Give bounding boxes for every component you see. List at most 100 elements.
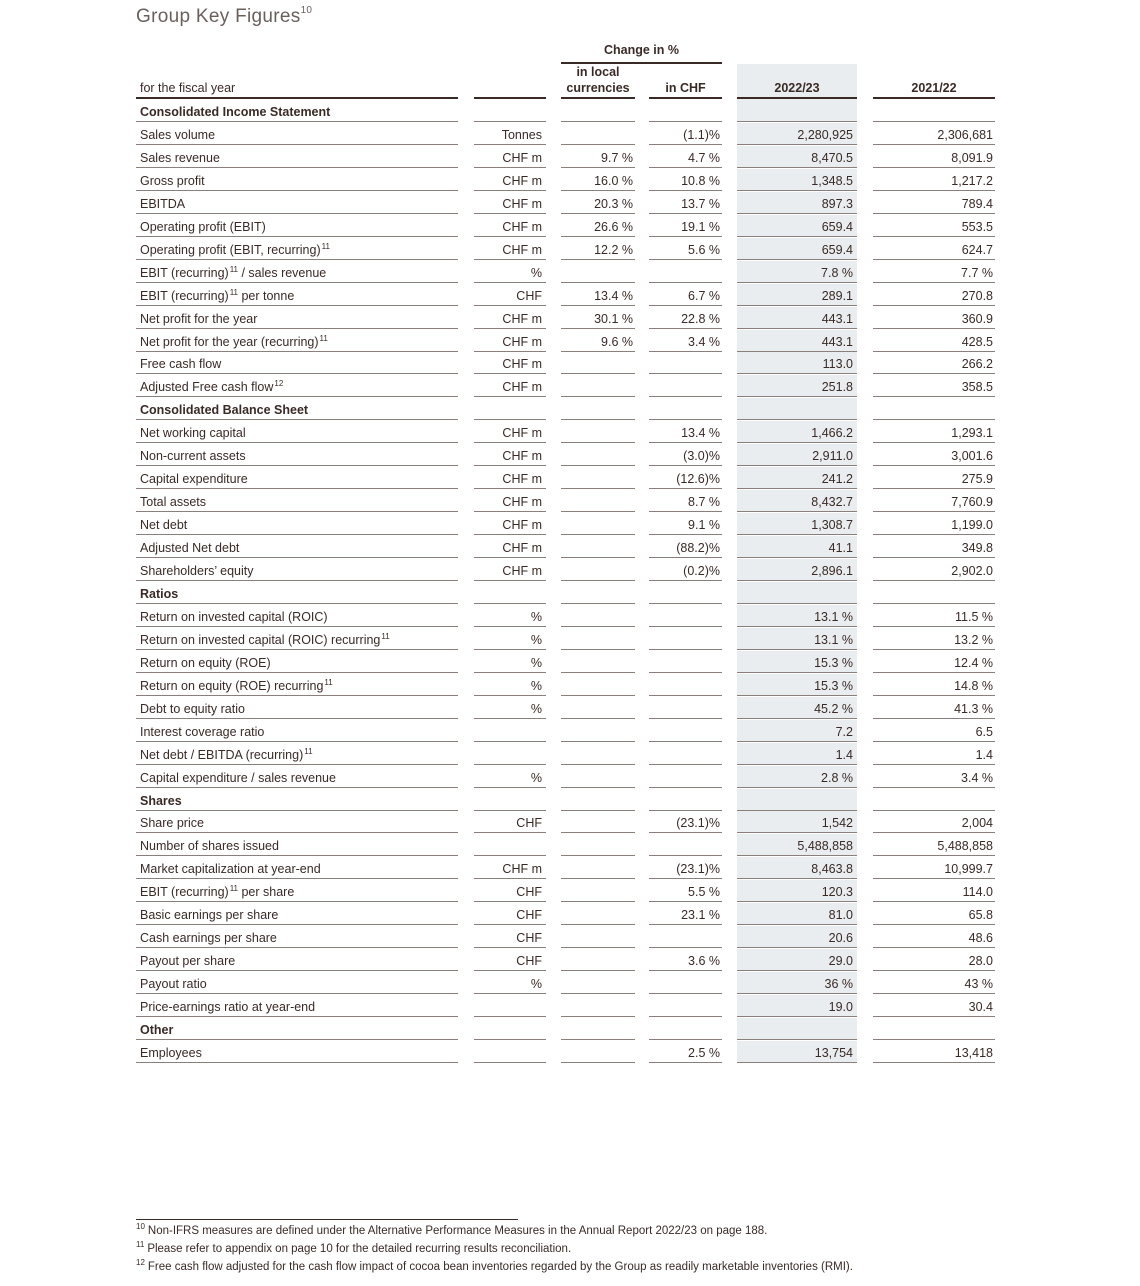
table-row: Total assets CHF m 8.7 % 8,432.7 7,760.9 — [0, 490, 1140, 513]
header-rule-chf — [649, 97, 722, 99]
year-2022-23-cell — [737, 788, 857, 811]
local-currency-header-line1: in local — [576, 65, 620, 79]
row-label: Net working capital — [136, 421, 458, 444]
table-row: Share price CHF (23.1)% 1,542 2,004 — [0, 811, 1140, 834]
row-label: Net profit for the year — [136, 307, 458, 329]
table-row: Shareholders’ equity CHF m (0.2)% 2,896.1 2,… — [0, 559, 1140, 582]
row-label: Sales revenue — [136, 146, 458, 168]
local-change-cell — [561, 123, 635, 145]
year-2022-23-cell: 81.0 — [737, 903, 857, 926]
local-change-cell — [561, 513, 635, 536]
year-2022-23-cell: 20.6 — [737, 926, 857, 949]
row-label-text: Market capitalization at year-end — [140, 862, 321, 877]
year-2022-23-cell: 13.1 % — [737, 604, 857, 627]
year-2021-22-cell — [873, 1018, 995, 1040]
row-label-text: Total assets — [140, 495, 207, 510]
row-label: Number of shares issued — [136, 834, 458, 857]
row-label-text: Adjusted Free cash flow — [140, 380, 274, 395]
local-change-cell — [561, 582, 635, 604]
row-label-text: Net debt / EBITDA (recurring) — [140, 747, 304, 762]
row-label: Debt to equity ratio — [136, 697, 458, 719]
year-2022-23-cell: 15.3 % — [737, 673, 857, 696]
row-label-text: Sales revenue — [140, 150, 220, 165]
table-row: EBIT (recurring)11 / sales revenue% 7.8 %… — [0, 260, 1140, 284]
year-2022-23-cell: 289.1 — [737, 283, 857, 306]
local-change-cell: 20.3 % — [561, 192, 635, 214]
chf-change-cell: (3.0)% — [649, 444, 722, 467]
unit-cell: CHF — [474, 949, 546, 972]
row-label-text: Net profit for the year (recurring) — [140, 334, 319, 349]
table-row: Return on invested capital (ROIC)% 13.1 %… — [0, 604, 1140, 628]
row-label-text: EBIT (recurring) — [140, 288, 229, 303]
table-row: Number of shares issued 5,488,858 5,488,85… — [0, 834, 1140, 857]
year-2022-23-cell: 1.4 — [737, 742, 857, 765]
local-change-cell — [561, 651, 635, 673]
row-label: Non-current assets — [136, 444, 458, 467]
year-2021-22-cell: 14.8 % — [873, 674, 995, 696]
row-label: Operating profit (EBIT, recurring)11 — [136, 238, 458, 260]
header-rule-local — [561, 97, 635, 99]
row-label-text: Free cash flow — [140, 357, 222, 372]
table-row: Capital expenditure / sales revenue% 2.8 … — [0, 765, 1140, 789]
unit-cell: CHF m — [474, 421, 546, 444]
table-row: Net debt / EBITDA (recurring)11 1.4 1.4 — [0, 742, 1140, 766]
year-2022-23-cell: 29.0 — [737, 949, 857, 972]
local-change-cell — [561, 261, 635, 283]
year-2021-22-cell: 3,001.6 — [873, 444, 995, 467]
local-change-cell — [561, 100, 635, 122]
unit-cell: CHF m — [474, 559, 546, 581]
row-label-text: Sales volume — [140, 127, 216, 142]
unit-cell: CHF — [474, 926, 546, 949]
row-label: Capital expenditure — [136, 467, 458, 490]
local-change-cell — [561, 789, 635, 811]
year-2022-23-cell: 45.2 % — [737, 696, 857, 719]
unit-cell: % — [474, 697, 546, 719]
unit-cell: CHF m — [474, 513, 546, 536]
chf-change-cell: (23.1)% — [649, 857, 722, 880]
table-row: Adjusted Net debt CHF m (88.2)% 41.1 349.8 — [0, 536, 1140, 559]
table-row: Basic earnings per share CHF 23.1 % 81.0 65.… — [0, 903, 1140, 926]
year-2021-22-cell: 1,217.2 — [873, 169, 995, 191]
unit-cell: CHF m — [474, 215, 546, 237]
row-label-text: Interest coverage ratio — [140, 724, 265, 739]
year-2022-23-cell: 897.3 — [737, 191, 857, 214]
chf-change-cell: 5.6 % — [649, 238, 722, 260]
unit-cell — [474, 720, 546, 742]
table-row: Capital expenditure CHF m (12.6)% 241.2 275.… — [0, 467, 1140, 490]
year-2021-22-cell: 41.3 % — [873, 697, 995, 719]
chf-change-cell — [649, 352, 722, 375]
year-2021-22-cell: 2,306,681 — [873, 123, 995, 145]
chf-change-cell — [649, 720, 722, 742]
year-2022-23-cell: 19.0 — [737, 995, 857, 1018]
chf-change-cell — [649, 743, 722, 765]
unit-cell: CHF — [474, 811, 546, 834]
local-currency-header: in local currencies — [561, 64, 635, 96]
local-change-cell: 9.6 % — [561, 330, 635, 352]
footnote-ref: 11 — [381, 631, 390, 641]
footnote-ref: 11 — [229, 264, 238, 274]
section-title: Consolidated Income Statement — [136, 100, 458, 122]
year-2022-23-cell — [737, 100, 857, 122]
year-2021-22-cell: 30.4 — [873, 995, 995, 1018]
year-2021-22-cell: 5,488,858 — [873, 834, 995, 857]
row-label: Sales volume — [136, 123, 458, 145]
local-change-cell: 13.4 % — [561, 284, 635, 306]
row-label-text: Payout ratio — [140, 977, 207, 992]
footnote-ref: 12 — [274, 379, 284, 389]
chf-change-cell: 3.4 % — [649, 330, 722, 352]
year-2022-23-cell: 8,470.5 — [737, 145, 857, 168]
row-label: Shareholders’ equity — [136, 559, 458, 581]
local-change-cell — [561, 697, 635, 719]
row-label: Market capitalization at year-end — [136, 857, 458, 880]
section-header-row: Consolidated Balance Sheet — [0, 398, 1140, 421]
chf-change-cell: 19.1 % — [649, 215, 722, 237]
year-2022-23-cell: 1,348.5 — [737, 168, 857, 191]
table-row: Return on equity (ROE)% 15.3 % 12.4 % — [0, 650, 1140, 674]
year-2021-22-cell — [873, 100, 995, 122]
unit-cell: CHF m — [474, 352, 546, 375]
footnote-ref: 11 — [321, 241, 330, 251]
header-rule-label — [136, 97, 458, 99]
year-2022-23-cell: 241.2 — [737, 467, 857, 490]
table-row: Net profit for the year (recurring)11 CHF… — [0, 329, 1140, 353]
unit-cell: CHF — [474, 880, 546, 903]
